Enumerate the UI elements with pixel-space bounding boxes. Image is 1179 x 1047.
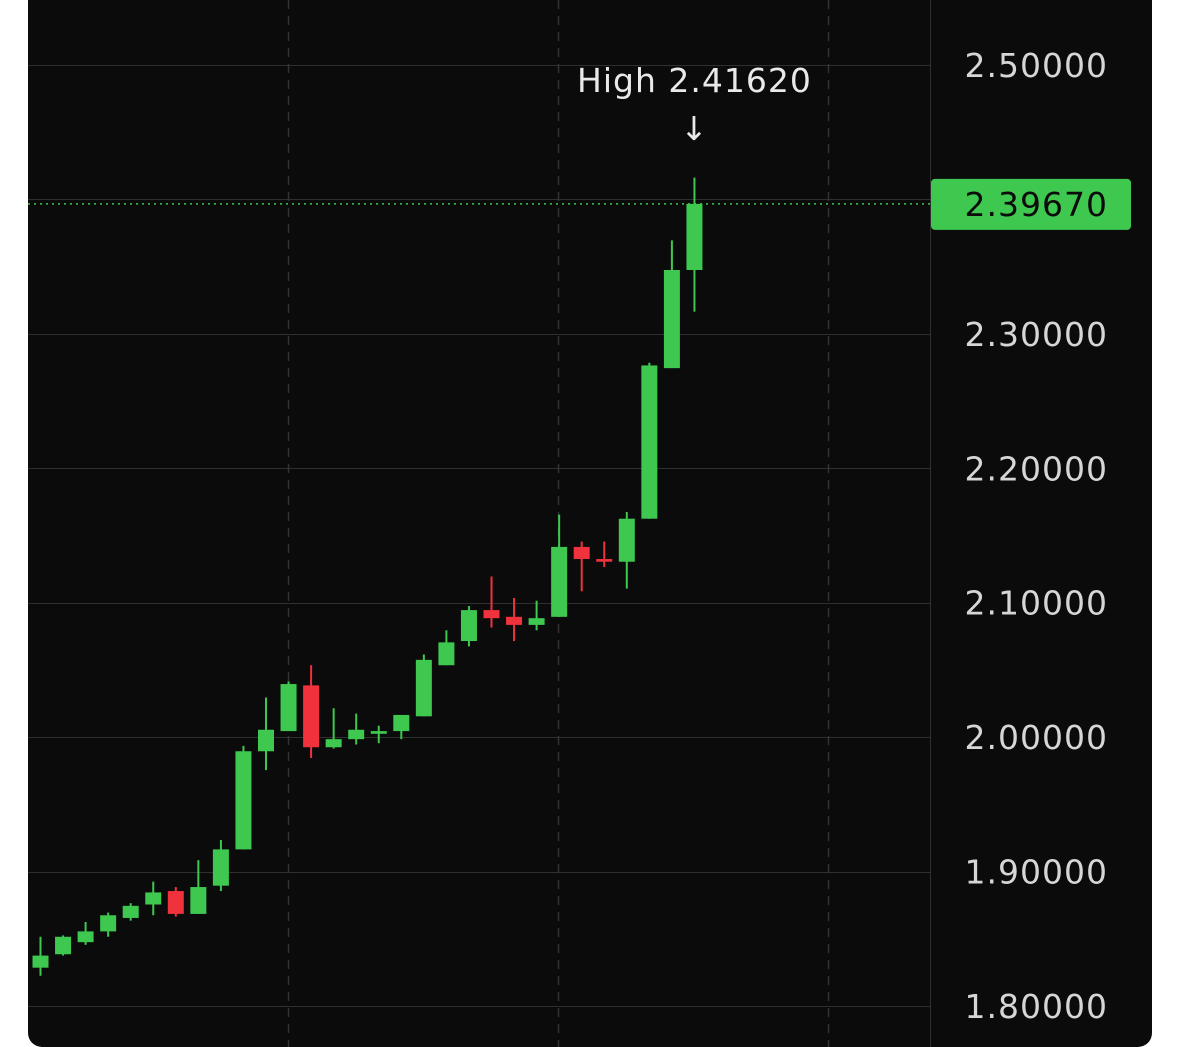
y-tick-label: 1.80000 xyxy=(965,987,1108,1026)
candle-up xyxy=(348,729,365,740)
grid xyxy=(28,0,931,1047)
candle-up xyxy=(370,731,387,734)
candle-up xyxy=(145,892,162,905)
candle-up xyxy=(122,905,139,918)
candle-up xyxy=(686,203,703,271)
candle-down xyxy=(573,546,590,560)
high-annotation: High 2.41620 ↓ xyxy=(577,61,812,148)
candle-up xyxy=(100,915,117,932)
y-tick-label: 1.90000 xyxy=(965,853,1108,892)
candle-up xyxy=(258,729,274,752)
current-price-tag xyxy=(931,178,1131,230)
high-arrow-icon: ↓ xyxy=(680,109,709,148)
candle-down xyxy=(483,610,500,619)
candle-up xyxy=(280,684,297,732)
candle-down xyxy=(506,616,523,625)
candle-up xyxy=(32,955,49,968)
candles xyxy=(32,177,703,976)
current-price-marker: 2.39670 xyxy=(28,178,1131,230)
candle-up xyxy=(460,610,477,642)
candle-up xyxy=(393,714,410,732)
candle-up xyxy=(438,642,455,666)
candle-up xyxy=(618,518,635,562)
candle-down xyxy=(303,685,320,748)
candle-up xyxy=(235,751,252,850)
y-axis: 2.50000 2.30000 2.20000 2.10000 2.00000 1.900… xyxy=(965,46,1108,1026)
y-tick-label: 2.30000 xyxy=(965,315,1108,354)
high-label: High 2.41620 xyxy=(577,61,812,100)
y-tick-label: 2.20000 xyxy=(965,449,1108,488)
candle-up xyxy=(415,659,432,717)
current-price-label: 2.39670 xyxy=(965,185,1108,224)
candle-up xyxy=(77,931,94,943)
y-tick-label: 2.10000 xyxy=(965,584,1108,623)
candle-down xyxy=(167,891,184,914)
candle-up xyxy=(641,365,658,519)
y-tick-label: 2.00000 xyxy=(965,718,1108,757)
candle-up xyxy=(212,849,229,886)
chart-panel: 2.50000 2.30000 2.20000 2.10000 2.00000 1.900… xyxy=(28,0,1152,1047)
candle-up xyxy=(55,936,72,955)
candle-up xyxy=(663,270,680,369)
candlestick-chart[interactable]: 2.50000 2.30000 2.20000 2.10000 2.00000 1.900… xyxy=(28,0,1152,1047)
candle-up xyxy=(551,546,568,617)
candle-up xyxy=(190,887,207,914)
candle-up xyxy=(325,739,342,748)
y-tick-label: 2.50000 xyxy=(965,46,1108,85)
candle-up xyxy=(528,618,545,625)
candle-down xyxy=(596,559,613,562)
